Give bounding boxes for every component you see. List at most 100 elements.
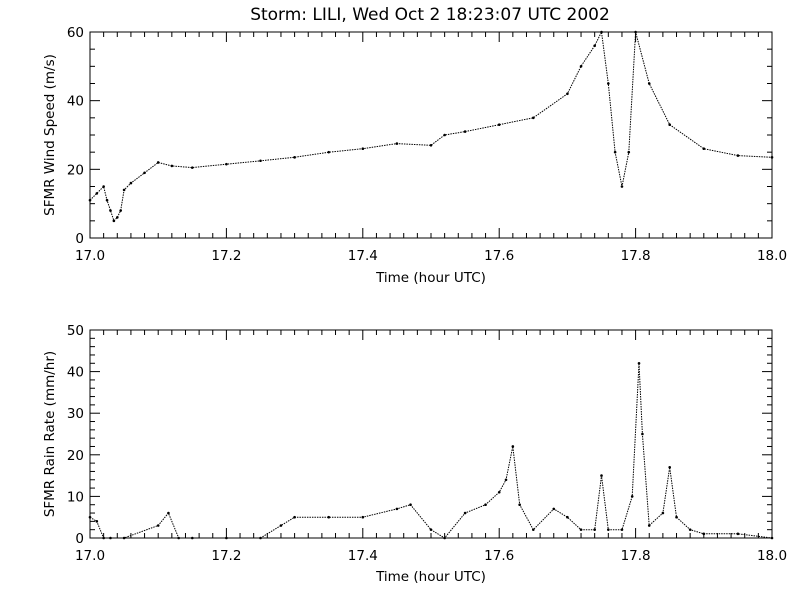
data-point <box>600 474 603 477</box>
rain-rate-series <box>88 361 774 540</box>
data-point <box>647 82 651 85</box>
data-point <box>293 515 296 519</box>
x-tick-label: 17.0 <box>75 548 105 564</box>
data-point <box>361 515 365 519</box>
x-tick-label: 17.8 <box>621 548 651 564</box>
y-tick-label: 20 <box>67 448 84 464</box>
x-tick-label: 17.8 <box>621 248 651 264</box>
wind-speed-series <box>88 30 774 223</box>
data-point <box>607 528 610 531</box>
data-point <box>532 116 535 120</box>
x-tick-label: 17.2 <box>211 248 241 264</box>
data-point <box>156 524 160 527</box>
rain-axis-ticks: 17.0 17.2 17.4 17.6 17.8 18.0 0 10 20 30 40 50 <box>67 323 787 564</box>
data-point <box>647 524 651 527</box>
data-point <box>463 130 467 133</box>
data-point <box>518 503 521 507</box>
data-point <box>566 515 569 519</box>
data-point <box>593 44 596 48</box>
data-point <box>361 147 365 151</box>
data-point <box>630 495 634 498</box>
x-tick-label: 18.0 <box>757 248 787 264</box>
rain-rate-panel: 17.0 17.2 17.4 17.6 17.8 18.0 0 10 20 30 40 50 Time… <box>42 323 787 585</box>
data-point <box>627 150 631 154</box>
data-point <box>620 528 624 531</box>
y-tick-label: 20 <box>67 162 84 178</box>
x-tick-label: 17.4 <box>348 248 378 264</box>
data-point <box>109 209 112 212</box>
y-tick-label: 0 <box>75 231 84 247</box>
data-point <box>327 150 331 154</box>
data-point <box>429 528 433 531</box>
wind-axis-ticks: 17.0 17.2 17.4 17.6 17.8 18.0 0 20 40 60 <box>67 25 787 264</box>
chart-title: Storm: LILI, Wed Oct 2 18:23:07 UTC 2002 <box>250 5 610 25</box>
data-point <box>675 515 678 519</box>
data-point <box>259 536 262 540</box>
x-tick-label: 17.6 <box>484 548 514 564</box>
data-point <box>497 123 501 126</box>
wind-x-axis-label: Time (hour UTC) <box>375 270 486 286</box>
data-point <box>327 515 331 519</box>
data-point <box>613 150 617 154</box>
data-point <box>105 198 109 202</box>
data-point <box>102 536 105 540</box>
series-trace <box>89 30 773 222</box>
data-point <box>552 507 556 511</box>
x-tick-label: 17.2 <box>211 548 241 564</box>
data-point <box>293 156 296 159</box>
data-point <box>119 209 122 212</box>
data-point <box>661 511 665 515</box>
data-point <box>112 219 116 223</box>
data-point <box>668 123 671 126</box>
data-point <box>668 465 671 469</box>
data-point <box>634 30 637 34</box>
data-point <box>167 511 170 515</box>
data-point <box>129 181 133 185</box>
data-point <box>122 188 126 192</box>
data-point <box>607 82 610 85</box>
y-tick-label: 50 <box>67 323 84 339</box>
x-tick-label: 17.0 <box>75 248 105 264</box>
y-tick-label: 60 <box>67 25 84 41</box>
data-point <box>395 142 399 145</box>
y-tick-label: 10 <box>67 489 84 505</box>
data-point <box>579 65 583 68</box>
data-point <box>191 536 194 540</box>
data-point <box>736 154 740 157</box>
data-point <box>95 520 99 523</box>
x-tick-label: 17.6 <box>484 248 514 264</box>
data-point <box>225 162 228 166</box>
data-point <box>95 192 99 195</box>
data-point <box>88 515 92 519</box>
data-point <box>637 361 641 365</box>
data-point <box>600 30 603 34</box>
data-point <box>191 166 194 169</box>
data-point <box>443 536 446 540</box>
data-point <box>463 511 467 515</box>
data-point <box>736 532 740 536</box>
data-point <box>443 133 446 137</box>
data-point <box>156 161 160 164</box>
data-point <box>102 185 105 188</box>
data-point <box>88 198 92 202</box>
data-point <box>566 92 569 96</box>
data-point <box>395 507 399 511</box>
wind-y-axis-label: SFMR Wind Speed (m/s) <box>42 54 58 216</box>
data-point <box>409 503 412 507</box>
y-tick-label: 40 <box>67 365 84 381</box>
data-point <box>702 147 706 151</box>
data-point <box>770 156 774 159</box>
data-point <box>279 524 283 527</box>
data-point <box>115 216 119 219</box>
data-point <box>259 159 262 163</box>
y-tick-label: 0 <box>75 531 84 547</box>
data-point <box>770 536 774 540</box>
data-point <box>170 164 174 168</box>
data-point <box>109 536 112 540</box>
data-point <box>579 528 583 531</box>
data-point <box>122 536 126 540</box>
wind-speed-panel: 17.0 17.2 17.4 17.6 17.8 18.0 0 20 40 60 Time (ho… <box>42 25 787 286</box>
data-point <box>177 536 180 540</box>
rain-x-axis-label: Time (hour UTC) <box>375 569 486 585</box>
rain-y-axis-label: SFMR Rain Rate (mm/hr) <box>42 351 58 517</box>
